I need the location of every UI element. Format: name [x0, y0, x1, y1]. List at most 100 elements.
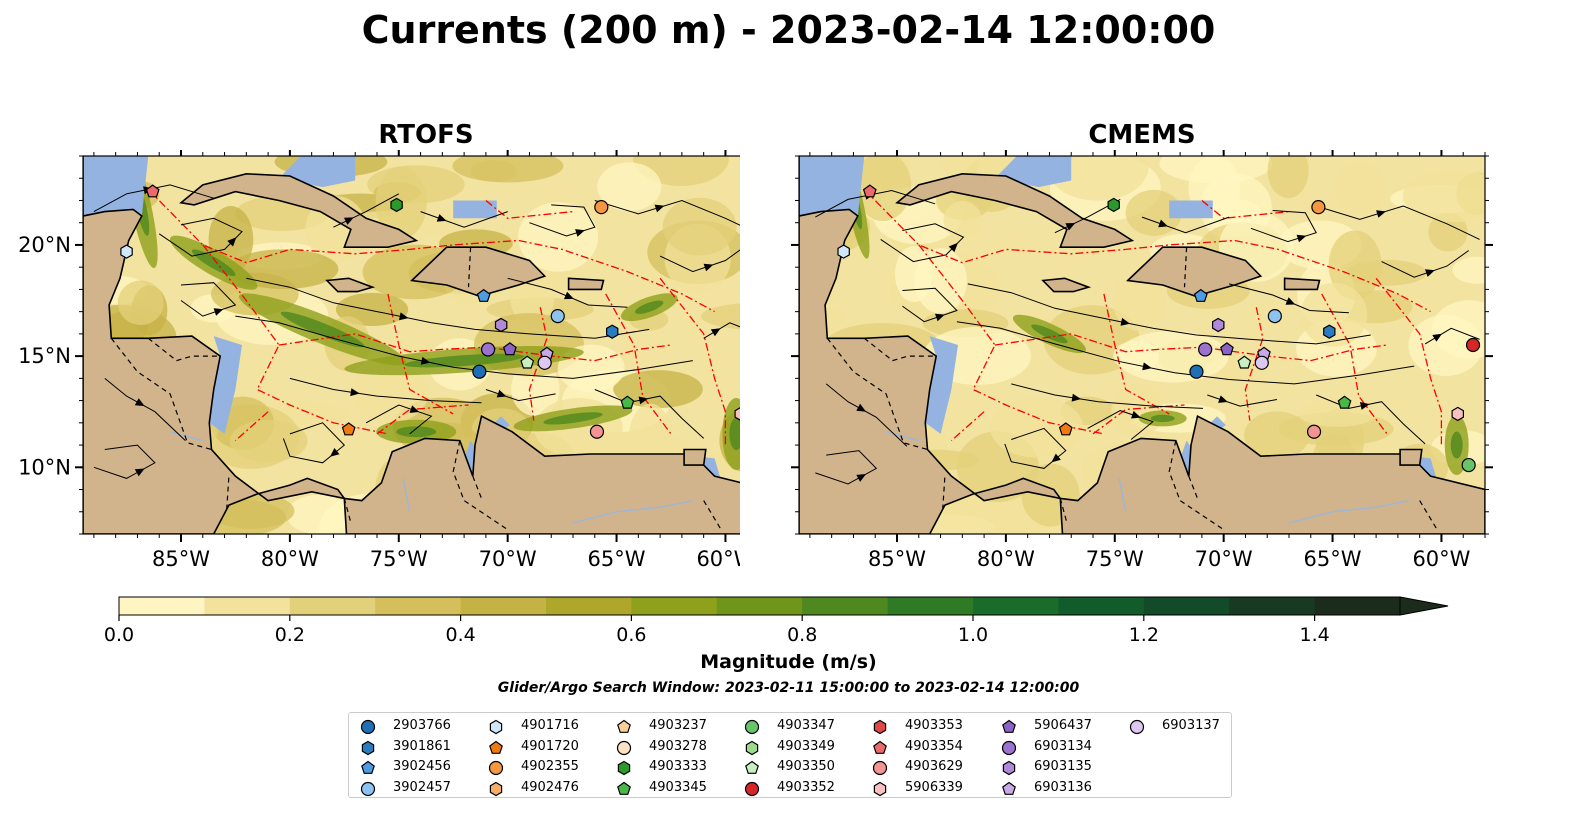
float-marker-6903137 [1254, 355, 1269, 370]
float-marker-4903345 [1337, 395, 1352, 409]
legend-label: 6903136 [1034, 779, 1092, 795]
colorbar-bin [204, 597, 291, 615]
lon-tick-label: 75°W [370, 547, 428, 571]
hexagon-marker-icon [745, 740, 759, 755]
float-marker-6903134 [1198, 342, 1213, 357]
legend-label: 4902355 [521, 759, 579, 774]
legend-label: 4903237 [649, 718, 707, 733]
circle-marker-icon [1001, 740, 1017, 755]
legend-marker [745, 740, 759, 755]
colorbar-bin [546, 597, 632, 615]
legend-marker [361, 740, 375, 755]
legend-marker [1002, 781, 1016, 795]
legend-label: 4903629 [905, 759, 963, 774]
legend-marker [744, 781, 760, 796]
legend-marker [873, 719, 887, 735]
legend-label: 6903135 [1034, 759, 1092, 774]
legend-marker [617, 760, 631, 776]
legend-marker [744, 719, 760, 735]
legend-marker [873, 781, 887, 796]
float-marker-4902355 [1311, 200, 1326, 215]
float-marker-3901861 [606, 324, 619, 339]
legend-marker [1002, 760, 1016, 776]
legend-marker [360, 781, 376, 796]
colorbar-bin [1058, 597, 1145, 615]
colorbar-bin [1143, 597, 1230, 615]
legend-marker [489, 719, 503, 735]
legend-marker [360, 719, 376, 735]
float-marker-4903629 [1306, 424, 1322, 439]
legend-label: 5906339 [905, 779, 963, 795]
legend-label: 5906437 [1034, 718, 1092, 733]
float-marker-3901861 [1323, 324, 1336, 339]
colorbar-tick-label: 0.4 [445, 624, 475, 644]
search-window-text: Glider/Argo Search Window: 2023-02-11 15… [497, 680, 1080, 696]
lon-tick-label: 70°W [479, 547, 537, 571]
map-panel-cmems: 85°W80°W75°W70°W65°W60°W10°N15°N20°N [791, 150, 1493, 571]
hexagon-marker-icon [873, 781, 887, 796]
float-marker-4903347 [1461, 457, 1476, 473]
float-marker-4902355 [594, 200, 609, 215]
legend: 2903766 3901861 3902456 3902457 4901716 49017… [348, 712, 1232, 798]
circle-marker-icon [360, 781, 376, 796]
legend-marker [1002, 719, 1016, 733]
legend-label: 3901861 [393, 738, 451, 754]
lat-tick-label: 20°N [18, 233, 71, 257]
legend-marker [616, 740, 632, 755]
float-marker-6903137 [537, 355, 552, 370]
legend-label: 3902456 [393, 759, 451, 774]
pentagon-marker-icon [745, 760, 759, 774]
legend-marker [488, 760, 504, 776]
colorbar-bin [631, 597, 718, 615]
legend-label: 4902476 [521, 779, 579, 795]
legend-label: 4903349 [777, 738, 835, 754]
panel-title-rtofs: RTOFS [378, 120, 474, 150]
lon-tick-label: 85°W [868, 547, 926, 571]
legend-marker [1129, 719, 1145, 735]
colorbar-bin [887, 597, 974, 615]
legend-label: 4901716 [521, 718, 579, 733]
panel-title-cmems: CMEMS [1088, 120, 1196, 150]
circle-marker-icon [744, 781, 760, 796]
legend-label: 6903134 [1034, 738, 1092, 754]
legend-label: 4903333 [649, 759, 707, 774]
lon-tick-label: 60°W [1412, 547, 1470, 571]
circle-marker-icon [616, 740, 632, 755]
colorbar-bin [289, 597, 376, 615]
lon-tick-label: 70°W [1195, 547, 1253, 571]
float-marker-6903135 [494, 317, 508, 333]
legend-marker [617, 781, 631, 795]
colorbar: 0.0 0.2 0.4 0.6 0.8 1.0 1.2 1.4 [104, 596, 1449, 644]
legend-label: 4903354 [905, 738, 963, 754]
float-marker-5906339 [734, 407, 740, 421]
legend-label: 4903353 [905, 718, 963, 733]
legend-label: 2903766 [393, 718, 451, 733]
lat-tick-label: 15°N [18, 344, 71, 368]
float-marker-4903629 [589, 424, 605, 439]
float-marker-6903135 [1212, 317, 1225, 333]
colorbar-bin [973, 597, 1059, 615]
pentagon-marker-icon [1002, 719, 1016, 733]
float-marker-4901720 [341, 422, 356, 436]
pentagon-marker-icon [489, 740, 503, 754]
hexagon-marker-icon [489, 719, 503, 735]
lat-tick-label: 10°N [18, 455, 71, 479]
float-marker-4903354 [862, 184, 877, 198]
float-marker-5906437 [1220, 342, 1234, 356]
float-marker-3902456 [476, 288, 491, 302]
hexagon-marker-icon [873, 719, 887, 735]
lon-tick-label: 85°W [152, 547, 210, 571]
pentagon-marker-icon [617, 781, 631, 795]
hexagon-marker-icon [489, 781, 503, 796]
float-marker-5906339 [1451, 406, 1464, 422]
pentagon-marker-icon [361, 760, 375, 774]
float-marker-4903333 [1107, 197, 1120, 213]
float-marker-5906437 [502, 342, 517, 356]
legend-marker [617, 719, 631, 733]
float-marker-6903134 [480, 342, 496, 357]
hexagon-marker-icon [1002, 760, 1016, 776]
colorbar-bin [1229, 597, 1316, 615]
colorbar-bin [375, 597, 462, 615]
lon-tick-label: 80°W [261, 547, 319, 571]
legend-label: 4901720 [521, 738, 579, 754]
